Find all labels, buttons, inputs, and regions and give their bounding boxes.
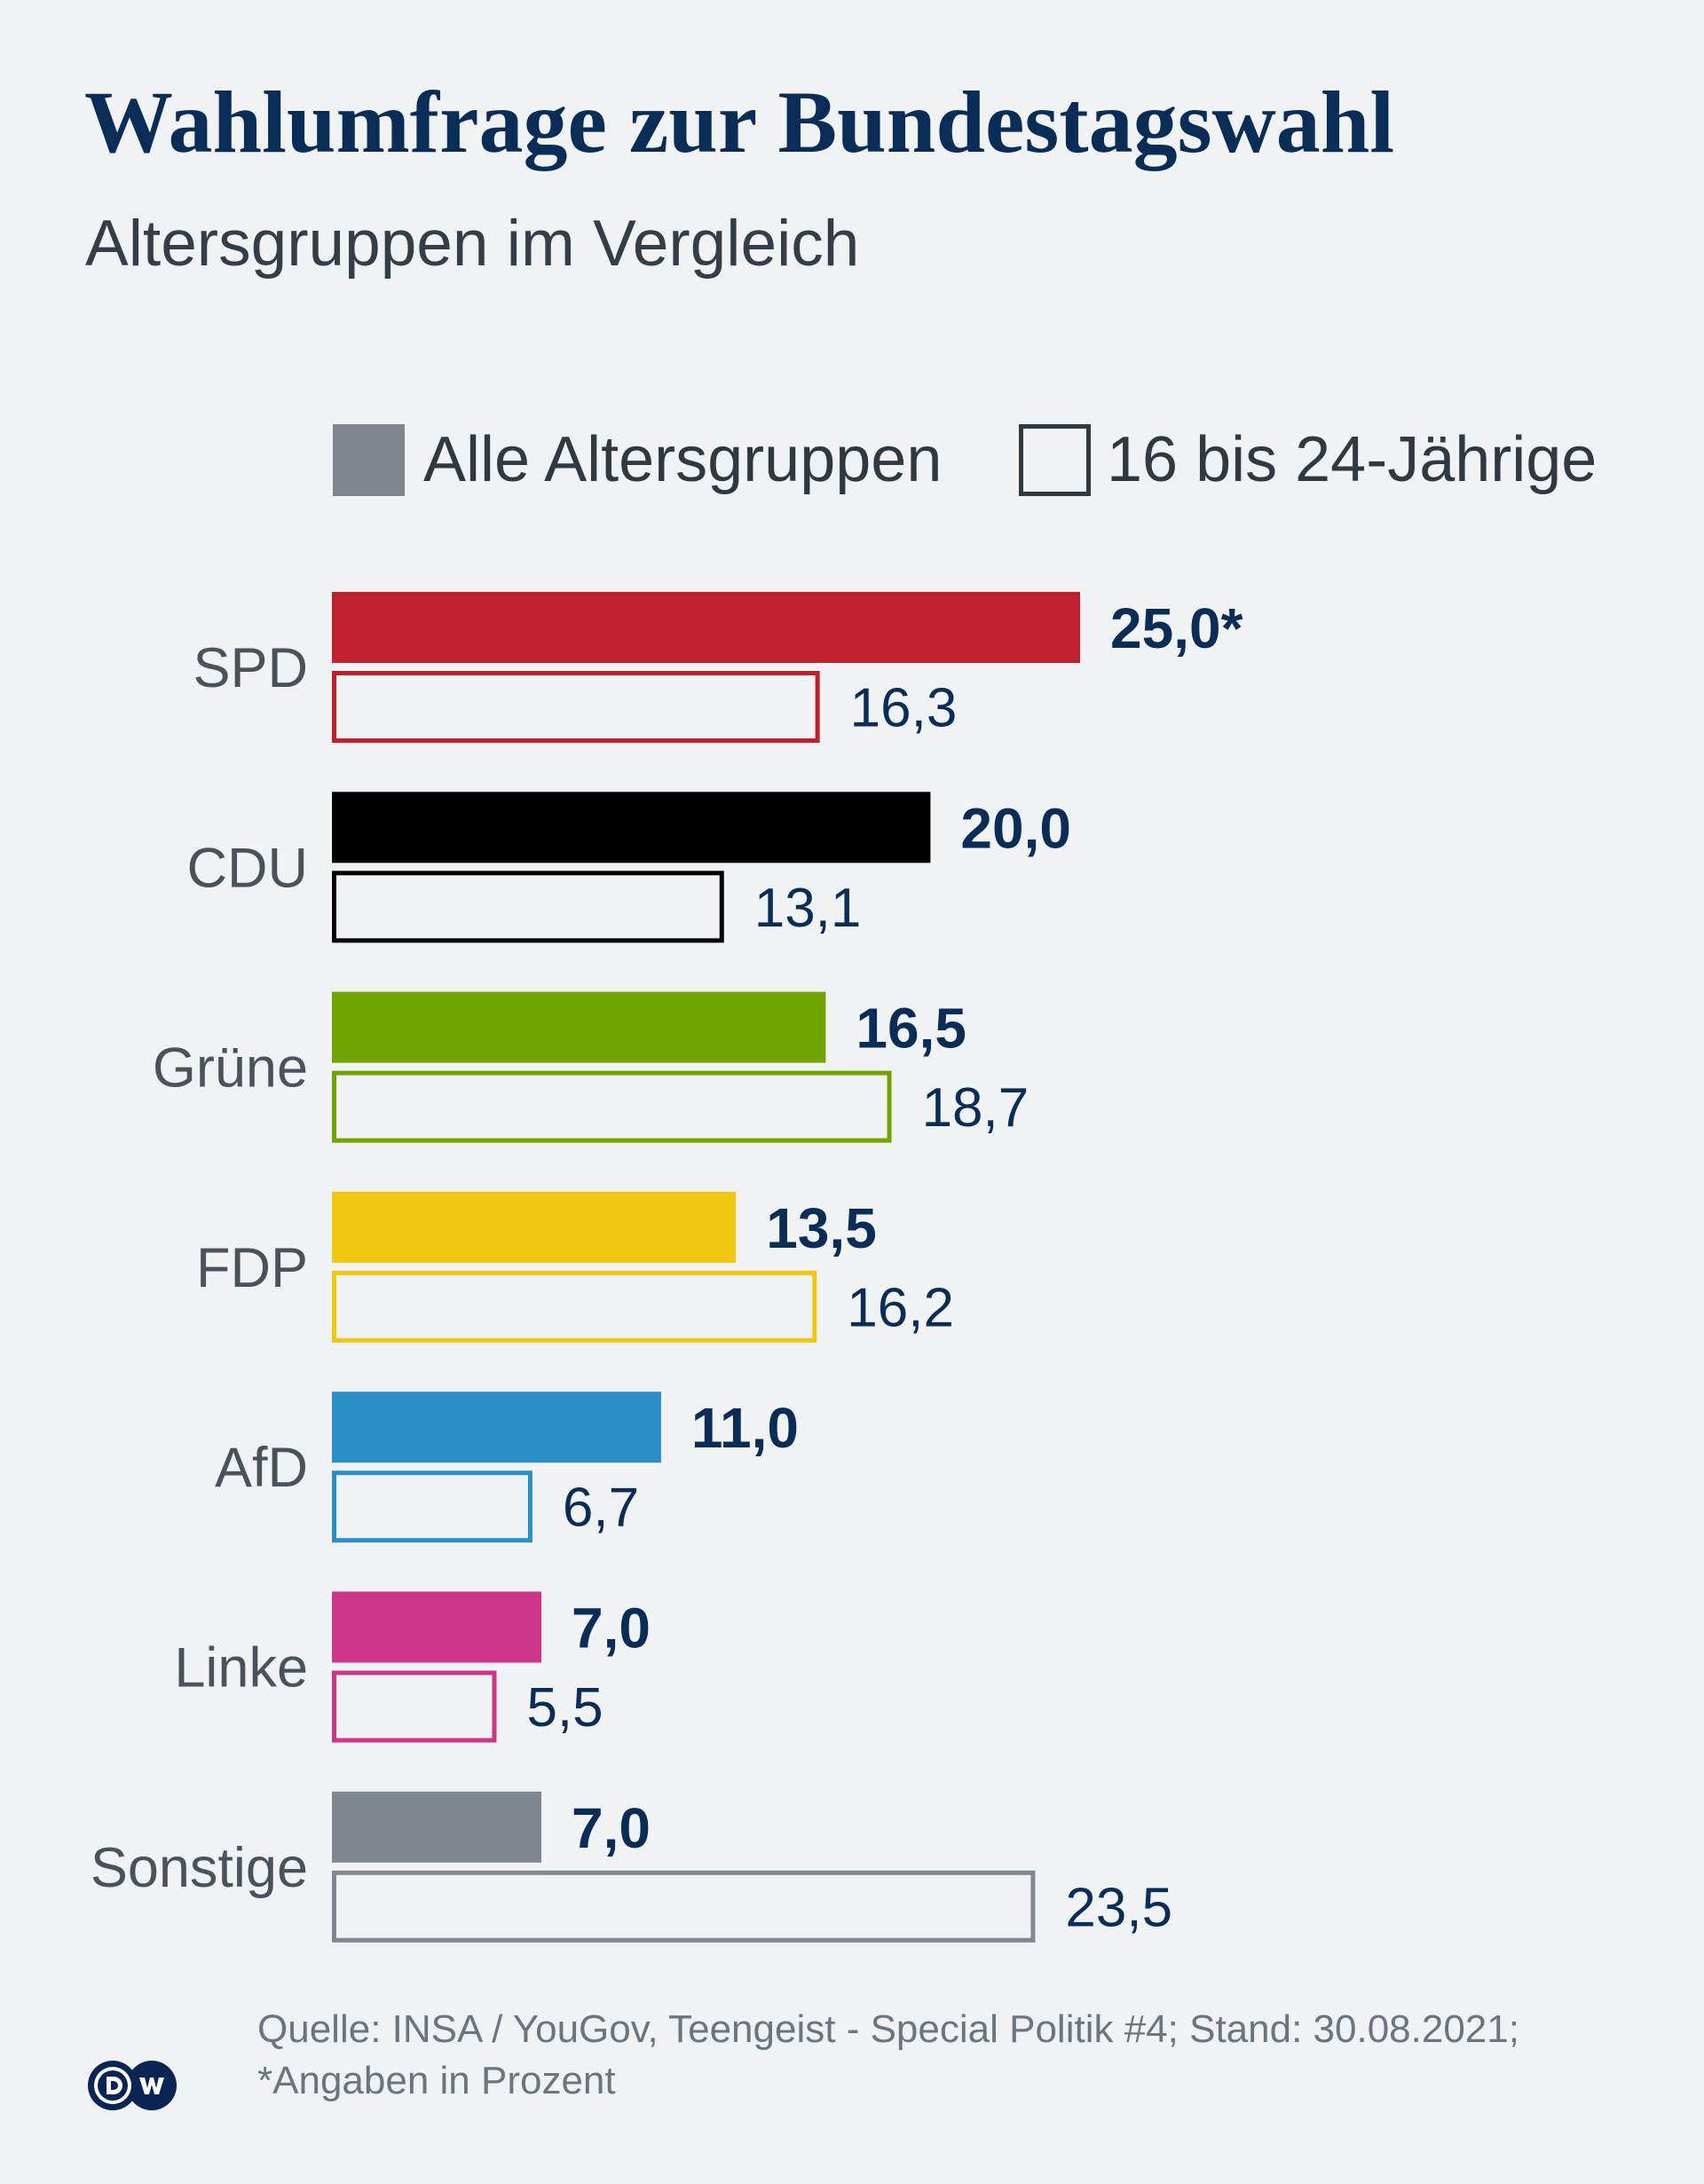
bar-16-24-afd	[332, 1470, 532, 1543]
logo-letter-w	[139, 2078, 164, 2094]
value-label-all-ages-sonstige: 7,0	[572, 1796, 651, 1860]
logo-circle-right	[127, 2061, 177, 2110]
value-label-all-ages-afd: 11,0	[691, 1396, 799, 1460]
legend-swatch-outline	[1019, 424, 1091, 496]
bar-16-24-cdu	[332, 871, 724, 943]
chart-subtitle: Altersgruppen im Vergleich	[85, 208, 860, 280]
value-label-all-ages-cdu: 20,0	[960, 796, 1071, 860]
value-label-16-24-fdp: 16,2	[847, 1277, 954, 1338]
value-label-16-24-cdu: 13,1	[754, 878, 862, 939]
legend-label: 16 bis 24-Jährige	[1107, 424, 1598, 495]
value-label-all-ages-fdp: 13,5	[766, 1196, 877, 1260]
category-label-fdp: FDP	[196, 1237, 308, 1299]
value-label-all-ages-linke: 7,0	[572, 1597, 651, 1660]
value-label-all-ages-spd: 25,0*	[1110, 596, 1243, 660]
category-label-cdu: CDU	[187, 837, 309, 899]
bar-all-ages-linke	[332, 1591, 542, 1663]
value-label-16-24-spd: 16,3	[850, 678, 958, 739]
value-label-16-24-sonstige: 23,5	[1065, 1877, 1172, 1938]
chart-title: Wahlumfrage zur Bundestagswahl	[84, 73, 1395, 171]
category-label-afd: AfD	[215, 1437, 308, 1499]
source-line: Quelle: INSA / YouGov, Teengeist - Speci…	[257, 2007, 1519, 2051]
value-label-all-ages-gr-ne: 16,5	[856, 997, 966, 1060]
category-label-linke: Linke	[174, 1637, 308, 1699]
logo-inner	[98, 2070, 128, 2101]
value-label-16-24-afd: 6,7	[563, 1478, 639, 1539]
bar-all-ages-gr-ne	[332, 991, 826, 1063]
category-label-gr-ne: Grüne	[153, 1037, 308, 1100]
legend-swatch-filled	[333, 424, 405, 496]
bar-16-24-spd	[332, 671, 820, 743]
logo-letter-d	[106, 2077, 122, 2094]
bar-16-24-linke	[332, 1670, 497, 1743]
category-label-sonstige: Sonstige	[91, 1837, 308, 1899]
unit-note: *Angaben in Prozent	[257, 2059, 616, 2102]
bar-16-24-fdp	[332, 1270, 817, 1343]
bar-16-24-sonstige	[332, 1870, 1036, 1943]
category-label-spd: SPD	[193, 637, 308, 699]
bar-16-24-gr-ne	[332, 1070, 892, 1143]
bar-all-ages-cdu	[332, 792, 931, 863]
value-label-16-24-gr-ne: 18,7	[922, 1077, 1030, 1139]
bar-all-ages-sonstige	[332, 1791, 542, 1863]
bar-all-ages-afd	[332, 1392, 661, 1463]
source-note: Quelle: INSA / YouGov, Teengeist - Speci…	[257, 2004, 1519, 2107]
bar-all-ages-fdp	[332, 1191, 737, 1263]
dw-logo	[88, 2061, 177, 2110]
legend-label: Alle Altersgruppen	[423, 424, 943, 495]
value-label-16-24-linke: 5,5	[526, 1677, 603, 1739]
bar-all-ages-spd	[332, 592, 1080, 663]
